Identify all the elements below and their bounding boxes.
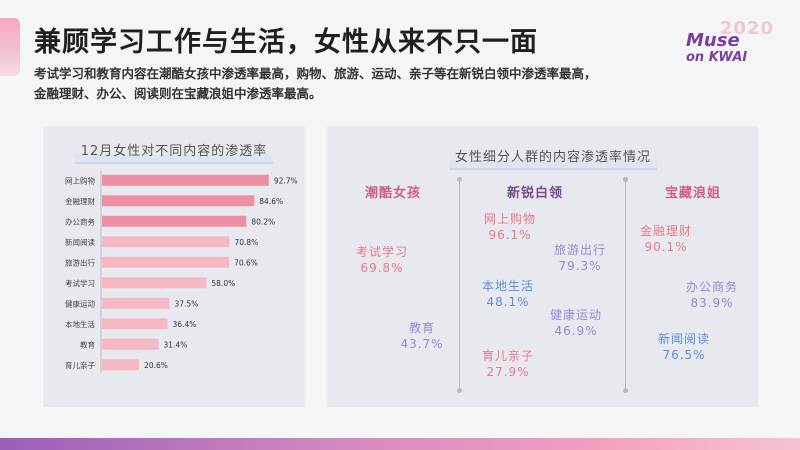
segment-item: 育儿亲子 27.9%: [473, 348, 543, 380]
segment-item-value: 96.1%: [488, 228, 532, 242]
segment-item-value: 69.8%: [360, 261, 404, 275]
bar: [102, 297, 170, 309]
logo-muse: Muse: [686, 30, 740, 51]
bar: [102, 359, 140, 371]
category-label: 本地生活: [65, 319, 95, 329]
bar: [102, 195, 255, 207]
bar: [102, 174, 269, 186]
segment-item: 考试学习 69.8%: [347, 244, 417, 276]
value-label: 58.0%: [211, 279, 235, 288]
segment-panel: 女性细分人群的内容渗透率情况 潮酷女孩 考试学习 69.8% 教育 43.7% …: [327, 126, 758, 407]
value-label: 92.7%: [274, 176, 298, 185]
category-label: 金融理财: [65, 196, 95, 206]
segment-item-label: 新闻阅读: [657, 332, 710, 346]
segment-item-value: 43.7%: [400, 337, 444, 351]
segment-item-value: 83.9%: [690, 296, 734, 310]
muse-on-kwai-logo: 2020 Muse on KWAI: [684, 18, 780, 70]
column-divider-2: [623, 177, 628, 393]
category-label: 健康运动: [65, 298, 95, 308]
group-head-chaoku: 潮酷女孩: [365, 186, 422, 201]
segment-item-label: 办公商务: [685, 280, 738, 294]
segment-item: 本地生活 48.1%: [473, 278, 543, 310]
value-label: 31.4%: [164, 340, 188, 349]
segment-item-label: 育儿亲子: [481, 349, 534, 363]
segment-item: 网上购物 96.1%: [475, 211, 545, 243]
bar-chart-title: 12月女性对不同内容的渗透率: [43, 140, 305, 164]
segment-item-value: 90.1%: [644, 240, 688, 254]
segment-item-value: 79.3%: [558, 259, 602, 273]
category-label: 教育: [80, 339, 95, 349]
segment-item: 教育 43.7%: [387, 320, 457, 352]
segment-item: 健康运动 46.9%: [541, 307, 611, 339]
subtitle-line-1: 考试学习和教育内容在潮酷女孩中渗透率最高，购物、旅游、运动、亲子等在新锐白领中渗…: [34, 66, 597, 81]
value-label: 70.8%: [234, 238, 258, 247]
value-label: 80.2%: [251, 217, 275, 226]
category-label: 考试学习: [65, 278, 95, 288]
bar: [102, 277, 207, 289]
segment-item-label: 网上购物: [483, 212, 536, 226]
logo-year: 2020: [719, 18, 774, 39]
value-label: 84.6%: [259, 197, 283, 206]
bar-chart-panel: 12月女性对不同内容的渗透率 网上购物 92.7% 金融理财 84.6% 办公商务 80.…: [43, 126, 305, 407]
segment-item-label: 金融理财: [639, 224, 692, 238]
value-label: 36.4%: [173, 320, 197, 329]
page-subtitle: 考试学习和教育内容在潮酷女孩中渗透率最高，购物、旅游、运动、亲子等在新锐白领中渗…: [34, 64, 714, 104]
value-label: 70.6%: [234, 258, 258, 267]
subtitle-line-2: 金融理财、办公、阅读则在宝藏浪姐中渗透率最高。: [34, 86, 322, 101]
column-divider-1: [457, 177, 462, 393]
category-label: 旅游出行: [65, 257, 95, 267]
segment-item-label: 教育: [408, 321, 435, 335]
title-accent-bar: [0, 18, 20, 76]
logo-kwai: on KWAI: [686, 50, 748, 65]
bar: [102, 338, 159, 350]
segment-item-value: 76.5%: [662, 348, 706, 362]
category-label: 育儿亲子: [65, 360, 95, 370]
segment-item-value: 46.9%: [554, 324, 598, 338]
segment-item-value: 48.1%: [486, 295, 530, 309]
bar: [102, 215, 247, 227]
category-label: 办公商务: [65, 216, 95, 226]
value-label: 37.5%: [175, 299, 199, 308]
bar: [102, 256, 230, 268]
segment-item: 新闻阅读 76.5%: [649, 331, 719, 363]
bottom-gradient-bar: [0, 438, 800, 450]
segment-item-value: 27.9%: [486, 365, 530, 379]
segment-item-label: 考试学习: [355, 245, 408, 259]
segment-panel-title: 女性细分人群的内容渗透率情况: [449, 146, 758, 170]
bar: [102, 236, 230, 248]
segment-item: 金融理财 90.1%: [631, 223, 701, 255]
category-label: 网上购物: [65, 175, 95, 185]
segment-item: 旅游出行 79.3%: [545, 242, 615, 274]
segment-item: 办公商务 83.9%: [677, 279, 747, 311]
category-label: 新闻阅读: [65, 237, 95, 247]
bar-chart: 网上购物 92.7% 金融理财 84.6% 办公商务 80.2% 新闻阅读 70.8% 旅游出行…: [65, 170, 298, 373]
segment-item-label: 旅游出行: [553, 243, 606, 257]
value-label: 20.6%: [144, 361, 168, 370]
segment-item-label: 本地生活: [481, 279, 534, 293]
group-head-xinrui: 新锐白领: [507, 186, 564, 201]
group-head-baozang: 宝藏浪姐: [665, 186, 722, 201]
segment-item-label: 健康运动: [549, 308, 602, 322]
bar: [102, 318, 168, 330]
page-title: 兼顾学习工作与生活，女性从来不只一面: [34, 27, 538, 58]
